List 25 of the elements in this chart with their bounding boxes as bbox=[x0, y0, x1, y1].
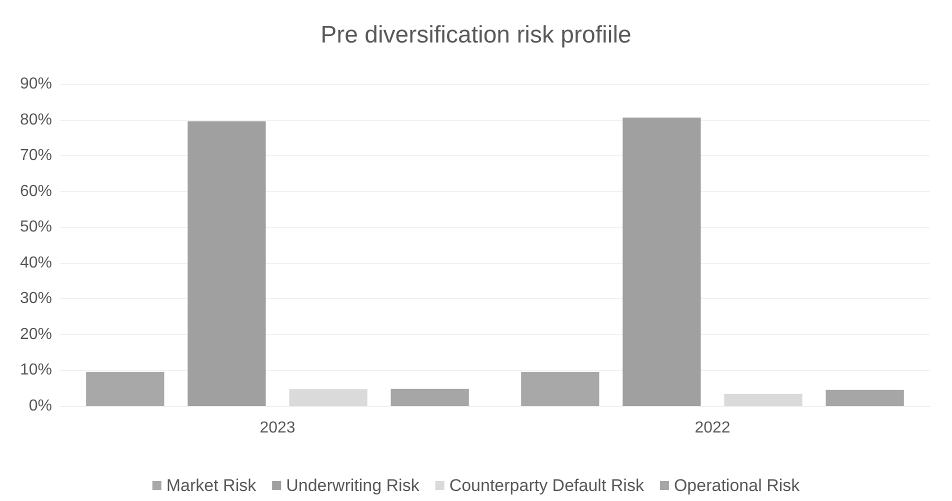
legend-label: Counterparty Default Risk bbox=[449, 476, 644, 495]
bar bbox=[622, 118, 701, 406]
bar bbox=[724, 394, 802, 406]
y-tick-label: 30% bbox=[20, 290, 52, 308]
chart-title: Pre diversification risk profiile bbox=[320, 22, 632, 48]
bar bbox=[86, 372, 164, 406]
bar bbox=[390, 388, 469, 406]
legend-label: Market Risk bbox=[166, 476, 257, 495]
y-tick-label: 0% bbox=[28, 398, 52, 414]
y-tick-label: 80% bbox=[20, 111, 52, 128]
legend-label: Underwriting Risk bbox=[286, 476, 420, 495]
x-tick-label: 2022 bbox=[694, 420, 730, 436]
y-tick-label: 70% bbox=[20, 147, 52, 164]
x-tick-label: 2023 bbox=[260, 420, 296, 436]
bar bbox=[826, 390, 904, 406]
y-tick-label: 40% bbox=[20, 254, 52, 272]
y-tick-label: 60% bbox=[20, 182, 52, 200]
y-tick-label: 90% bbox=[20, 76, 52, 92]
y-tick-label: 50% bbox=[20, 218, 52, 236]
bar bbox=[188, 121, 266, 406]
y-tick-label: 10% bbox=[20, 362, 52, 379]
bar bbox=[289, 389, 368, 406]
y-tick-label: 20% bbox=[20, 326, 52, 343]
bar bbox=[521, 372, 600, 406]
legend-label: Operational Risk bbox=[674, 476, 800, 495]
